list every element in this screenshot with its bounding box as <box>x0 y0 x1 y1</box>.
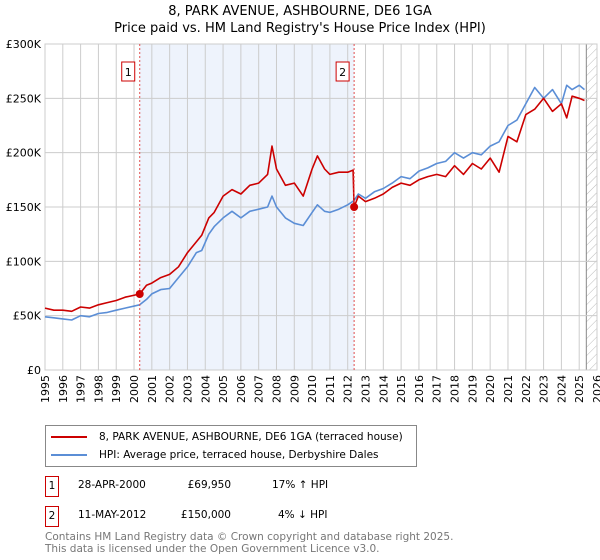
x-tick-label: 2010 <box>306 375 319 403</box>
annotation-label: 2 <box>339 66 346 79</box>
legend-item-hpi: HPI: Average price, terraced house, Derb… <box>51 447 379 463</box>
legend-label: HPI: Average price, terraced house, Derb… <box>99 449 379 461</box>
x-tick-label: 1999 <box>110 375 123 403</box>
x-tick-label: 2009 <box>288 375 301 403</box>
y-tick-label: £150K <box>6 201 42 214</box>
y-tick-label: £100K <box>6 255 42 268</box>
x-tick-label: 2000 <box>128 375 141 403</box>
transaction-marker: 2 <box>45 506 59 527</box>
legend-swatch-blue <box>51 454 87 456</box>
x-tick-label: 2019 <box>466 375 479 403</box>
x-tick-label: 2021 <box>502 375 515 403</box>
x-tick-label: 2015 <box>395 375 408 403</box>
x-tick-label: 2020 <box>484 375 497 403</box>
x-tick-label: 2024 <box>555 375 568 403</box>
chart-subtitle: Price paid vs. HM Land Registry's House … <box>114 21 486 36</box>
x-tick-label: 2026 <box>591 375 600 403</box>
sale-point <box>135 289 144 298</box>
price-chart: 1 2 1995 1996 1997 1998 1999 2000 2001 2002 2003 20… <box>6 38 600 403</box>
x-tick-label: 1997 <box>75 375 88 403</box>
x-tick-label: 2005 <box>217 375 230 403</box>
annotation-box <box>121 61 136 82</box>
transaction-date: 28-APR-2000 <box>78 479 146 491</box>
x-tick-label: 2008 <box>270 375 283 403</box>
x-tick-label: 1996 <box>57 375 70 403</box>
footer-licence: This data is licensed under the Open Gov… <box>45 543 380 555</box>
transaction-price: £150,000 <box>180 509 231 521</box>
footer-copyright: Contains HM Land Registry data © Crown c… <box>45 531 454 543</box>
transaction-row: 1 28-APR-2000 £69,950 17% ↑ HPI <box>45 476 375 497</box>
x-tick-label: 1998 <box>92 375 105 403</box>
x-tick-label: 2025 <box>573 375 586 403</box>
plot-frame <box>44 43 598 371</box>
x-tick-label: 2023 <box>538 375 551 403</box>
y-tick-label: £0 <box>27 364 41 377</box>
legend-label: 8, PARK AVENUE, ASHBOURNE, DE6 1GA (terr… <box>99 431 403 443</box>
y-tick-label: £200K <box>6 147 42 160</box>
x-tick-label: 2002 <box>164 375 177 403</box>
legend: 8, PARK AVENUE, ASHBOURNE, DE6 1GA (terr… <box>45 425 417 467</box>
x-tick-label: 2017 <box>431 375 444 403</box>
x-tick-label: 2012 <box>342 375 355 403</box>
transaction-row: 2 11-MAY-2012 £150,000 4% ↓ HPI <box>45 506 375 527</box>
hpi-line <box>44 84 586 321</box>
chart-title: 8, PARK AVENUE, ASHBOURNE, DE6 1GA <box>168 4 432 19</box>
x-tick-label: 2016 <box>413 375 426 403</box>
transaction-price: £69,950 <box>187 479 231 491</box>
x-tick-label: 2013 <box>360 375 373 403</box>
legend-item-property: 8, PARK AVENUE, ASHBOURNE, DE6 1GA (terr… <box>51 429 403 445</box>
x-tick-label: 2007 <box>253 375 266 403</box>
x-tick-label: 2003 <box>181 375 194 403</box>
transaction-hpi: 4% ↓ HPI <box>278 509 328 521</box>
x-tick-label: 2018 <box>449 375 462 403</box>
x-tick-label: 2004 <box>199 375 212 403</box>
transaction-hpi: 17% ↑ HPI <box>272 479 329 491</box>
x-tick-label: 2001 <box>146 375 159 403</box>
x-tick-label: 1995 <box>39 375 52 403</box>
transaction-date: 11-MAY-2012 <box>78 509 147 521</box>
x-tick-label: 2011 <box>324 375 337 403</box>
x-tick-label: 2022 <box>520 375 533 403</box>
annotation-label: 1 <box>125 66 132 79</box>
x-tick-label: 2006 <box>235 375 248 403</box>
x-tick-label: 2014 <box>377 375 390 403</box>
y-tick-label: £50K <box>13 310 42 323</box>
legend-swatch-red <box>51 436 87 438</box>
sale-point <box>350 203 359 211</box>
transaction-marker: 1 <box>45 476 59 497</box>
property-price-line <box>44 95 585 313</box>
y-tick-label: £300K <box>6 38 42 51</box>
annotation-box <box>335 61 350 82</box>
y-tick-label: £250K <box>6 92 42 105</box>
